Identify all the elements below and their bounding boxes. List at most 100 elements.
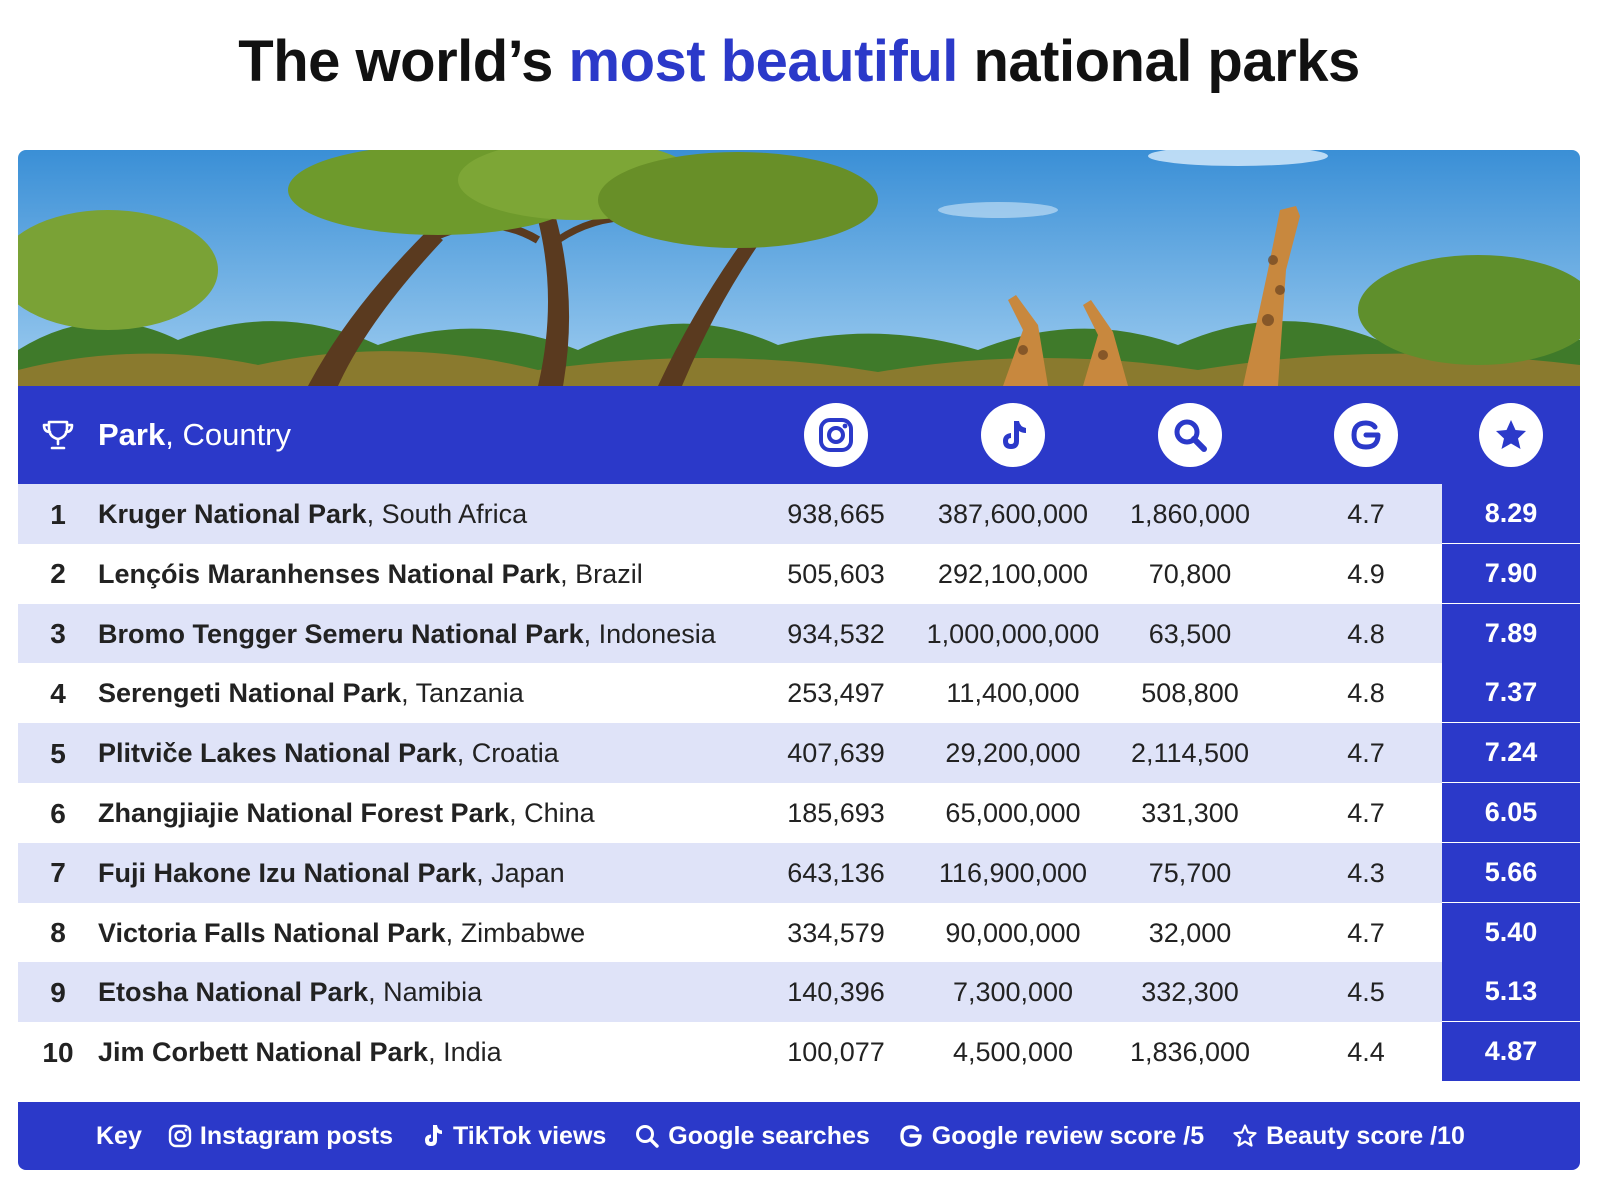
- table-header: Park, Country: [18, 386, 1580, 484]
- table-row: 1 Kruger National Park, South Africa 938,6…: [18, 484, 1580, 545]
- table-row: 5 Plitviče Lakes National Park, Croatia 40…: [18, 723, 1580, 785]
- table-row: 3 Bromo Tengger Semeru National Park, Ind…: [18, 603, 1580, 665]
- park-cell: Bromo Tengger Semeru National Park, Indo…: [98, 604, 758, 665]
- searches-cell: 508,800: [1141, 678, 1239, 709]
- rank-cell: 10: [42, 1036, 74, 1068]
- instagram-icon: [804, 403, 868, 467]
- tiktok-cell: 292,100,000: [937, 558, 1089, 589]
- park-cell: Lençóis Maranhenses National Park, Brazi…: [98, 544, 758, 605]
- park-cell: Victoria Falls National Park, Zimbabwe: [98, 903, 758, 964]
- search-icon: [1158, 403, 1222, 467]
- park-country: , Japan: [476, 857, 565, 888]
- tiktok-icon: [424, 1125, 442, 1146]
- review-cell: 4.7: [1347, 738, 1385, 769]
- tiktok-cell: 90,000,000: [945, 917, 1081, 948]
- rank-cell: 2: [50, 558, 66, 590]
- instagram-cell: 185,693: [787, 798, 885, 828]
- instagram-cell: 505,603: [787, 558, 885, 589]
- park-cell: Etosha National Park, Namibia: [98, 962, 758, 1023]
- key-bar: Key Instagram posts TikTok views Google …: [18, 1102, 1580, 1170]
- park-country: , Zimbabwe: [445, 917, 586, 948]
- key-item-instagram: Instagram posts: [168, 1122, 393, 1151]
- park-country: , India: [428, 1037, 502, 1068]
- google-icon: [1334, 403, 1398, 467]
- instagram-cell: 334,579: [787, 917, 885, 948]
- trophy-icon: [18, 386, 98, 484]
- key-item-google: Google review score /5: [898, 1122, 1204, 1151]
- tiktok-cell: 11,400,000: [946, 678, 1080, 709]
- park-name: Plitviče Lakes National Park: [98, 738, 457, 769]
- park-name: Etosha National Park: [98, 977, 369, 1008]
- key-item-beauty: Beauty score /10: [1232, 1122, 1465, 1151]
- key-text-tiktok: TikTok views: [452, 1121, 607, 1150]
- park-header-rest: , Country: [165, 417, 292, 452]
- park-name: Serengeti National Park: [98, 678, 402, 709]
- park-name: Kruger National Park: [98, 499, 367, 529]
- table-row: 7 Fuji Hakone Izu National Park, Japan 643…: [18, 842, 1580, 904]
- instagram-cell: 140,396: [787, 977, 885, 1008]
- instagram-header: [746, 386, 926, 484]
- key-item-searches: Google searches: [634, 1122, 870, 1151]
- review-cell: 4.7: [1347, 917, 1385, 948]
- key-item-tiktok: TikTok views: [421, 1122, 606, 1151]
- park-cell: Serengeti National Park, Tanzania: [98, 663, 758, 724]
- park-cell: Kruger National Park, South Africa: [98, 484, 758, 545]
- instagram-cell: 253,497: [787, 678, 885, 709]
- beauty-score-cell: 7.89: [1442, 603, 1580, 665]
- search-icon: [636, 1125, 659, 1148]
- park-name: Fuji Hakone Izu National Park: [98, 857, 477, 888]
- star-icon: [1479, 403, 1543, 467]
- review-cell: 4.4: [1347, 1037, 1385, 1068]
- page-title: The world’s most beautiful national park…: [0, 28, 1598, 95]
- park-country-header: Park, Country: [98, 386, 291, 484]
- table-row: 2 Lençóis Maranhenses National Park, Braz…: [18, 543, 1580, 605]
- park-country: , Indonesia: [583, 618, 716, 649]
- park-cell: Jim Corbett National Park, India: [98, 1022, 758, 1083]
- google-icon: [900, 1125, 922, 1147]
- instagram-cell: 938,665: [787, 499, 885, 529]
- searches-cell: 75,700: [1148, 857, 1232, 888]
- searches-cell: 70,800: [1148, 558, 1232, 589]
- park-cell: Zhangjiajie National Forest Park, China: [98, 783, 758, 844]
- review-cell: 4.7: [1347, 499, 1385, 529]
- beauty-score-cell: 7.37: [1442, 663, 1580, 725]
- table-row: 6 Zhangjiajie National Forest Park, China…: [18, 783, 1580, 844]
- beauty-score-cell: 6.05: [1442, 783, 1580, 844]
- park-name: Zhangjiajie National Forest Park: [98, 798, 510, 828]
- tiktok-cell: 29,200,000: [945, 738, 1081, 769]
- rank-cell: 3: [50, 618, 66, 650]
- tiktok-header: [918, 386, 1108, 484]
- rankings-card: Park, Country 1 Kruger Nati: [18, 150, 1580, 1170]
- key-text-beauty: Beauty score /10: [1266, 1121, 1465, 1150]
- park-country: , Tanzania: [401, 678, 524, 709]
- searches-cell: 32,000: [1148, 917, 1232, 948]
- table-row: 8 Victoria Falls National Park, Zimbabwe 3…: [18, 902, 1580, 964]
- review-cell: 4.3: [1347, 857, 1385, 888]
- key-text-instagram: Instagram posts: [199, 1121, 393, 1150]
- tiktok-cell: 4,500,000: [952, 1037, 1074, 1068]
- park-header-bold: Park: [98, 417, 166, 452]
- review-cell: 4.8: [1347, 678, 1385, 709]
- title-part1: The world’s: [238, 29, 569, 94]
- review-cell: 4.5: [1347, 977, 1385, 1008]
- instagram-icon: [168, 1124, 192, 1148]
- table-row: 10 Jim Corbett National Park, India 100,07…: [18, 1022, 1580, 1084]
- tiktok-cell: 65,000,000: [945, 798, 1081, 828]
- searches-cell: 2,114,500: [1130, 738, 1250, 769]
- park-cell: Plitviče Lakes National Park, Croatia: [98, 723, 758, 784]
- tiktok-cell: 7,300,000: [952, 977, 1074, 1008]
- searches-cell: 1,836,000: [1129, 1037, 1251, 1068]
- rank-cell: 4: [50, 677, 66, 709]
- key-text-google: Google review score /5: [931, 1121, 1205, 1150]
- review-cell: 4.8: [1347, 618, 1385, 649]
- park-country: , China: [509, 798, 595, 828]
- title-part2: national parks: [957, 29, 1360, 94]
- key-label: Key: [96, 1121, 142, 1150]
- beauty-score-cell: 4.87: [1442, 1022, 1580, 1084]
- title-accent: most beautiful: [568, 29, 959, 94]
- searches-cell: 331,300: [1141, 798, 1239, 828]
- park-country: , South Africa: [366, 499, 528, 529]
- park-country: , Croatia: [456, 738, 559, 769]
- beauty-score-cell: 7.24: [1442, 723, 1580, 785]
- tiktok-cell: 1,000,000,000: [926, 618, 1100, 649]
